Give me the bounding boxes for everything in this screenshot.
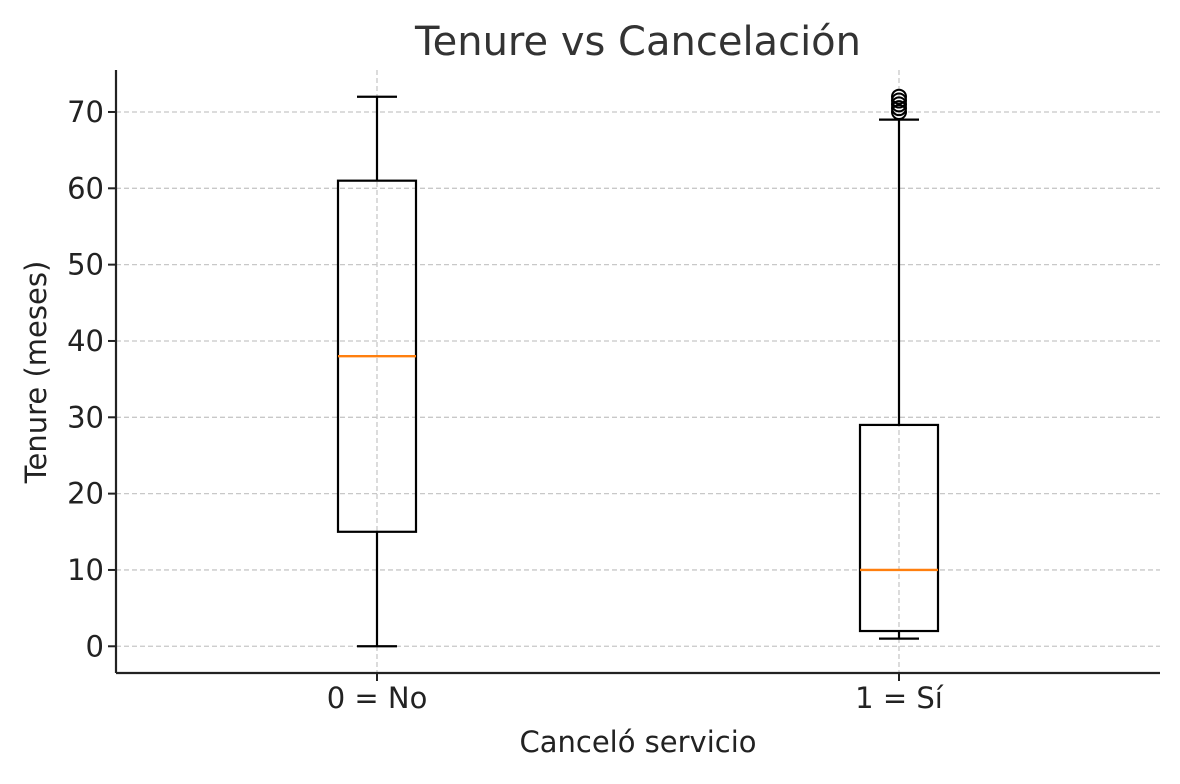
x-tick-label: 1 = Sí [855,681,944,715]
axis-layer: 0 10 20 30 40 50 60 70 0 = No 1 = Sí [67,70,1160,715]
box-layer [336,88,940,648]
x-axis-label: Canceló servicio [519,725,756,759]
chart-title: Tenure vs Cancelación [414,19,861,65]
y-tick-label: 20 [67,477,104,511]
y-tick-label: 40 [67,324,104,358]
y-tick-label: 0 [86,629,104,663]
x-tick-label: 0 = No [327,681,428,715]
y-tick-label: 50 [67,248,104,282]
iqr-box [858,423,940,633]
grid-layer [116,70,1160,673]
y-tick-label: 30 [67,400,104,434]
y-axis-label: Tenure (meses) [19,261,53,485]
y-tick-label: 10 [67,553,104,587]
box-0 [336,95,418,648]
y-tick-label: 70 [67,95,104,129]
y-tick-label: 60 [67,171,104,205]
box-1 [858,88,940,640]
outlier-point [891,88,907,105]
